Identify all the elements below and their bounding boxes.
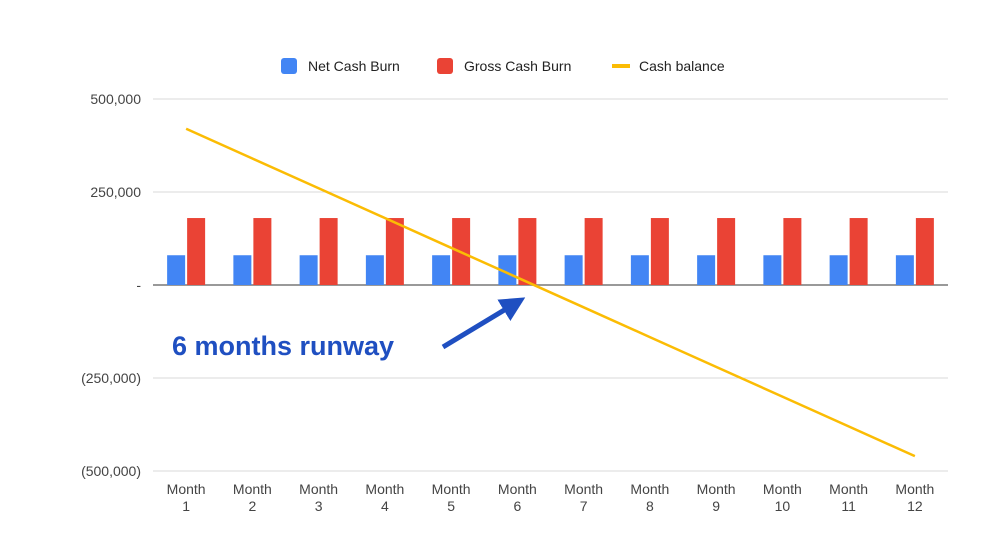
net-cash-burn-bar bbox=[630, 255, 649, 285]
net-cash-burn-bar bbox=[299, 255, 318, 285]
x-tick-label: 10 bbox=[775, 498, 791, 514]
x-tick-label: 5 bbox=[447, 498, 455, 514]
net-cash-burn-bar bbox=[432, 255, 451, 285]
x-tick-label: 1 bbox=[182, 498, 190, 514]
x-tick-label: 7 bbox=[580, 498, 588, 514]
legend-label: Gross Cash Burn bbox=[464, 58, 571, 74]
x-tick-label: 6 bbox=[513, 498, 521, 514]
legend-label: Cash balance bbox=[639, 58, 725, 74]
x-tick-label: 9 bbox=[712, 498, 720, 514]
legend-gross-cash-burn: Gross Cash Burn bbox=[437, 58, 571, 74]
gross-cash-burn-bar bbox=[717, 218, 736, 285]
y-tick-label: (250,000) bbox=[81, 370, 141, 386]
x-tick-label: Month bbox=[167, 481, 206, 497]
grid-layer bbox=[153, 98, 948, 472]
net-cash-burn-bar bbox=[564, 255, 583, 285]
annotation-arrow bbox=[441, 297, 526, 350]
x-tick-label: Month bbox=[630, 481, 669, 497]
legend-label: Net Cash Burn bbox=[308, 58, 400, 74]
x-tick-label: 4 bbox=[381, 498, 389, 514]
y-tick-label: 500,000 bbox=[90, 91, 141, 107]
x-tick-label: Month bbox=[564, 481, 603, 497]
axis-layer: 500,000250,000-(250,000)(500,000)Month1M… bbox=[81, 91, 934, 514]
net-cash-burn-bar bbox=[498, 255, 517, 285]
x-tick-label: Month bbox=[299, 481, 338, 497]
x-tick-label: Month bbox=[697, 481, 736, 497]
gross-cash-burn-bar bbox=[187, 218, 206, 285]
x-tick-label: Month bbox=[365, 481, 404, 497]
gross-cash-burn-bar bbox=[253, 218, 272, 285]
gross-cash-burn-bar bbox=[783, 218, 802, 285]
legend-swatch bbox=[281, 58, 297, 74]
annotation-layer: 6 months runway bbox=[172, 297, 526, 361]
x-tick-label: 2 bbox=[248, 498, 256, 514]
gross-cash-burn-bar bbox=[385, 218, 404, 285]
x-tick-label: Month bbox=[233, 481, 272, 497]
net-cash-burn-bar bbox=[895, 255, 914, 285]
line-layer bbox=[185, 127, 916, 458]
gross-cash-burn-bar bbox=[584, 218, 603, 285]
gross-cash-burn-bar bbox=[915, 218, 934, 285]
x-tick-label: 11 bbox=[841, 498, 856, 514]
x-tick-label: 8 bbox=[646, 498, 654, 514]
legend-swatch bbox=[612, 64, 630, 68]
net-cash-burn-bar bbox=[233, 255, 252, 285]
x-tick-label: Month bbox=[432, 481, 471, 497]
legend-cash-balance: Cash balance bbox=[612, 58, 725, 74]
cash-balance-line bbox=[185, 127, 916, 458]
y-tick-label: 250,000 bbox=[90, 184, 141, 200]
legend: Net Cash Burn Gross Cash Burn Cash balance bbox=[281, 58, 725, 74]
net-cash-burn-bar bbox=[763, 255, 782, 285]
y-tick-label: - bbox=[136, 277, 141, 293]
y-tick-label: (500,000) bbox=[81, 463, 141, 479]
gross-cash-burn-bar bbox=[650, 218, 669, 285]
legend-net-cash-burn: Net Cash Burn bbox=[281, 58, 400, 74]
x-tick-label: Month bbox=[895, 481, 934, 497]
net-cash-burn-bar bbox=[697, 255, 716, 285]
bars-layer bbox=[167, 218, 934, 285]
gross-cash-burn-bar bbox=[319, 218, 338, 285]
x-tick-label: Month bbox=[829, 481, 868, 497]
runway-annotation-text: 6 months runway bbox=[172, 331, 394, 361]
net-cash-burn-bar bbox=[829, 255, 848, 285]
net-cash-burn-bar bbox=[365, 255, 384, 285]
x-tick-label: 12 bbox=[907, 498, 923, 514]
x-tick-label: Month bbox=[763, 481, 802, 497]
gross-cash-burn-bar bbox=[518, 218, 537, 285]
x-tick-label: 3 bbox=[315, 498, 323, 514]
x-tick-label: Month bbox=[498, 481, 537, 497]
legend-swatch bbox=[437, 58, 453, 74]
gross-cash-burn-bar bbox=[849, 218, 868, 285]
net-cash-burn-bar bbox=[167, 255, 186, 285]
